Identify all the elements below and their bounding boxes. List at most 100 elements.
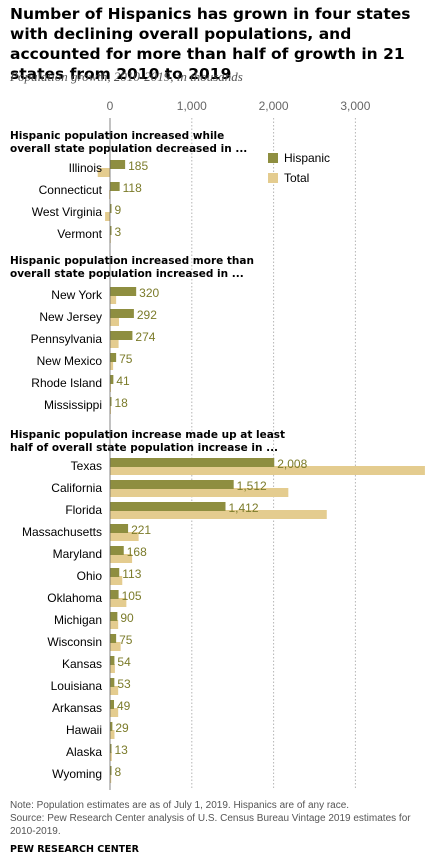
value-label: 54 [117,655,131,669]
total-bar [110,686,119,695]
section-heading: overall state population increased in ..… [10,268,244,280]
total-bar [110,554,133,563]
category-label: New York [51,288,103,302]
hispanic-bar [110,590,119,599]
value-label: 118 [123,181,142,195]
chart-source: Source: Pew Research Center analysis of … [10,813,411,837]
section-heading: overall state population decreased in ..… [10,143,247,155]
value-label: 113 [122,567,141,581]
total-bar [110,295,117,304]
x-tick-label: 3,000 [340,99,370,113]
total-bar [110,730,115,739]
legend-label-hispanic: Hispanic [284,151,330,165]
legend-label-total: Total [284,171,309,185]
total-bar [110,708,119,717]
value-label: 168 [127,545,147,559]
category-label: Illinois [69,161,102,175]
value-label: 292 [137,308,157,322]
category-label: Oklahoma [47,591,102,605]
pew-research-logo: PEW RESEARCH CENTER [10,844,139,855]
category-label: Kansas [62,657,102,671]
hispanic-bar [110,375,114,384]
hispanic-bar [110,678,115,687]
hispanic-bar [110,612,118,621]
chart-area: 0 1,000 2,000 3,000 Hispanic Total Hispanic po… [10,99,425,790]
value-label: 75 [119,633,133,647]
total-bar [110,339,119,348]
hispanic-bar [110,722,113,731]
value-label: 105 [122,589,142,603]
category-label: Connecticut [39,183,103,197]
category-label: Alaska [66,745,102,759]
total-bar [110,510,327,519]
value-label: 29 [115,721,129,735]
hispanic-bar [110,480,234,489]
value-label: 8 [115,765,122,779]
hispanic-bar [110,331,133,340]
total-bar [97,168,110,177]
total-bar [110,466,425,475]
legend-swatch-hispanic [268,153,278,163]
total-bar [110,620,119,629]
category-label: Florida [65,503,102,517]
category-label: Texas [71,459,102,473]
value-label: 3 [115,225,122,239]
category-label: Maryland [53,547,102,561]
category-label: New Mexico [37,354,103,368]
category-label: Massachusetts [22,525,102,539]
hispanic-bar [110,524,129,533]
total-bar [110,598,127,607]
value-label: 53 [117,677,131,691]
category-label: Wisconsin [47,635,102,649]
hispanic-bar [110,397,112,406]
value-label: 75 [119,352,133,366]
category-label: Michigan [54,613,102,627]
hispanic-bar [110,502,226,511]
value-label: 18 [115,396,129,410]
hispanic-bar [110,744,112,753]
total-bar [110,361,114,370]
value-label: 9 [115,203,122,217]
hispanic-bar [110,160,126,169]
total-bar [110,664,115,673]
category-label: New Jersey [39,310,102,324]
category-label: Mississippi [44,398,102,412]
section-heading: Hispanic population increase made up at … [10,429,285,441]
chart-note: Note: Population estimates are as of Jul… [10,800,350,811]
section-heading: Hispanic population increased while [10,130,224,142]
section-heading: Hispanic population increased more than [10,255,254,267]
hispanic-bar [110,226,112,235]
hispanic-bar [110,458,275,467]
total-bar [110,317,119,326]
category-label: Pennsylvania [31,332,103,346]
category-label: California [51,481,102,495]
value-label: 274 [135,330,155,344]
x-tick-label: 0 [107,99,114,113]
hispanic-bar [110,634,117,643]
x-tick-label: 1,000 [177,99,207,113]
value-label: 41 [116,374,130,388]
total-bar [110,642,121,651]
category-label: Louisiana [51,679,103,693]
value-label: 1,412 [229,501,259,515]
section-heading: half of overall state population increas… [10,442,278,454]
total-bar [110,752,112,761]
value-label: 1,512 [237,479,267,493]
value-label: 13 [115,743,129,757]
chart-title: Number of Hispanics has grown in four st… [10,5,411,83]
hispanic-bar [110,568,120,577]
category-label: West Virginia [32,205,103,219]
hispanic-bar [110,353,117,362]
hispanic-bar [110,182,120,191]
hispanic-bar [110,204,112,213]
value-label: 221 [131,523,151,537]
category-label: Ohio [77,569,103,583]
total-bar [110,774,112,783]
chart-subtitle: Population growth, 2010-2019, in thousan… [10,69,243,84]
value-label: 49 [117,699,131,713]
value-label: 90 [120,611,134,625]
total-bar [105,212,110,221]
value-label: 2,008 [277,457,307,471]
category-label: Wyoming [52,767,102,781]
category-label: Hawaii [66,723,102,737]
